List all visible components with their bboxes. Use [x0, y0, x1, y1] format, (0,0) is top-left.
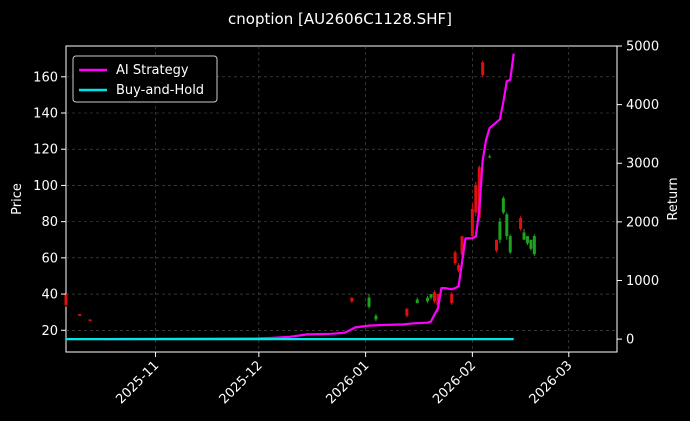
y-tick-label: 20 — [41, 324, 58, 339]
candle-body — [494, 239, 498, 251]
x-tick-label: 2025-12 — [217, 358, 266, 407]
series-line-ai-strategy — [103, 53, 515, 341]
y2-tick-label: 0 — [626, 333, 634, 348]
y2-tick-label: 3000 — [626, 157, 659, 172]
candle-body — [477, 167, 481, 219]
candle-body — [460, 236, 464, 255]
series-lines — [66, 53, 515, 341]
candle-body — [88, 319, 92, 322]
y-tick-label: 80 — [41, 215, 58, 230]
legend-label-buy-and-hold: Buy-and-Hold — [116, 83, 204, 98]
legend-box — [72, 55, 218, 103]
candlesticks — [64, 60, 536, 322]
candle-body — [350, 297, 354, 302]
y2-tick-label: 1000 — [626, 274, 659, 289]
candle-body — [519, 218, 523, 229]
candle-body — [405, 308, 409, 316]
x-tick-label: 2026-02 — [430, 358, 479, 407]
y-tick-label: 160 — [33, 70, 58, 85]
candle-body — [529, 239, 533, 249]
y2-tick-label: 4000 — [626, 98, 659, 113]
y-tick-label: 100 — [33, 179, 58, 194]
candle-body — [501, 198, 505, 213]
x-tick-label: 2026-03 — [527, 358, 576, 407]
candle-body — [525, 236, 529, 244]
candle-body — [367, 297, 371, 307]
candle-body — [426, 297, 430, 302]
candle-body — [453, 252, 457, 264]
y-axis-right: 0 1000 2000 3000 4000 5000 — [617, 40, 659, 348]
y-axis-label: Price — [10, 183, 25, 215]
x-tick-label: 2025-11 — [113, 358, 162, 407]
x-axis: 2025-11 2025-12 2026-01 2026-02 2026-03 — [113, 352, 576, 407]
y-tick-label: 140 — [33, 106, 58, 121]
legend: AI Strategy Buy-and-Hold — [72, 55, 218, 103]
candle-body — [498, 221, 502, 240]
candle-body — [432, 292, 436, 302]
candle-body — [78, 313, 82, 316]
candle-body — [450, 294, 454, 304]
y2-tick-label: 5000 — [626, 40, 659, 55]
candle-body — [415, 299, 419, 304]
candle-body — [470, 208, 474, 237]
x-tick-label: 2026-01 — [323, 358, 372, 407]
candle-body — [508, 236, 512, 253]
y-tick-label: 40 — [41, 288, 58, 303]
candle-body — [436, 294, 440, 305]
y-axis-left: 20 40 60 80 100 120 140 160 — [33, 70, 66, 339]
candle-body — [481, 62, 485, 75]
candle-body — [532, 236, 536, 255]
candle-body — [474, 185, 478, 213]
candle-body — [429, 294, 433, 298]
y-tick-label: 60 — [41, 251, 58, 266]
legend-label-ai-strategy: AI Strategy — [116, 63, 189, 78]
y2-axis-label: Return — [666, 177, 681, 220]
candle-body — [488, 156, 492, 158]
candle-body — [522, 232, 526, 240]
candle-body — [374, 315, 378, 320]
candle-body — [457, 265, 461, 271]
y-tick-label: 120 — [33, 143, 58, 158]
candle-body — [64, 294, 68, 305]
y2-tick-label: 2000 — [626, 215, 659, 230]
chart-title: cnoption [AU2606C1128.SHF] — [228, 10, 452, 28]
candle-body — [505, 214, 509, 237]
